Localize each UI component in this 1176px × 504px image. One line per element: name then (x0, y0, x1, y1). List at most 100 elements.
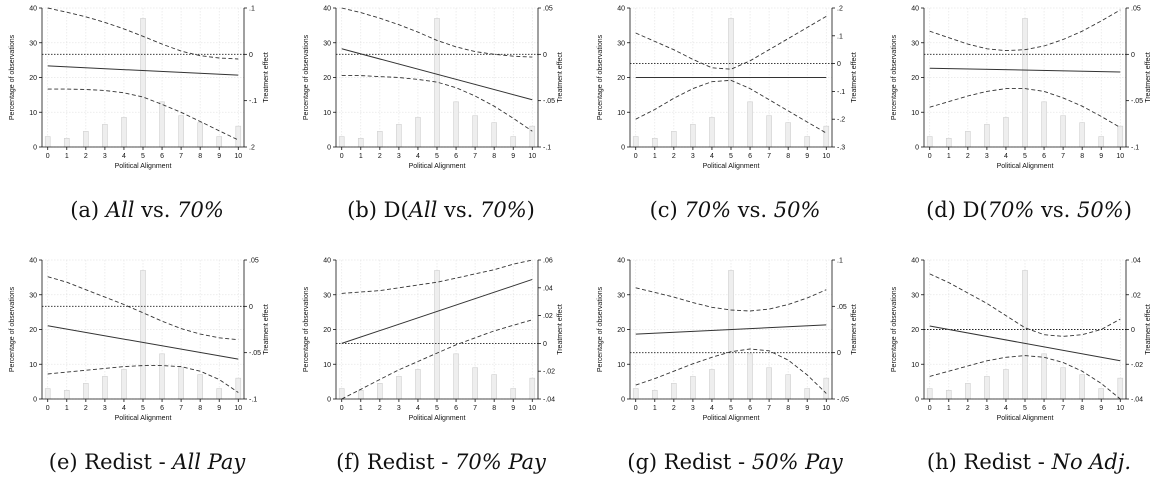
y2-tick-label: 0 (249, 52, 253, 59)
histogram-bar (338, 388, 345, 400)
x-tick-label: 9 (805, 153, 809, 160)
y-tick-label: 0 (327, 397, 331, 404)
chart-svg-d: 0 10 20 30 40 -.1 -.05 0 .05 0 1 2 3 4 5 6 7 8 9 10 Politica… (891, 6, 1152, 171)
histogram-bar (83, 383, 89, 400)
ci-upper-line (47, 276, 239, 341)
histogram-bar (1041, 353, 1047, 400)
chart-caption-h: (h) Redist - No Adj. (882, 450, 1176, 474)
x-tick-label: 4 (416, 405, 420, 412)
histogram-bar (785, 374, 791, 400)
x-tick-label: 8 (1080, 153, 1084, 160)
y2-tick-label: -.05 (1131, 98, 1143, 105)
y-axis-title: Percentage of observations (303, 286, 310, 372)
histogram-bar (747, 101, 753, 148)
y2-tick-label: 0 (837, 350, 841, 357)
x-tick-label: 6 (748, 405, 752, 412)
histogram-bar (671, 131, 677, 148)
x-tick-label: 1 (947, 153, 951, 160)
x-tick-label: 0 (634, 405, 638, 412)
x-tick-label: 0 (340, 405, 344, 412)
y-tick-label: 20 (29, 75, 37, 82)
y2-tick-label: 0 (543, 341, 547, 348)
estimate-line (929, 67, 1121, 73)
x-tick-label: 5 (435, 405, 439, 412)
x-tick-label: 10 (822, 405, 830, 412)
histogram-bar (1060, 367, 1066, 400)
y-tick-label: 0 (33, 397, 37, 404)
histogram-bar (377, 131, 383, 148)
histogram-bar (965, 131, 971, 148)
x-tick-label: 7 (767, 153, 771, 160)
y-tick-label: 10 (29, 110, 37, 117)
x-tick-label: 4 (710, 405, 714, 412)
x-tick-label: 3 (397, 405, 401, 412)
histogram-bar (766, 115, 772, 148)
caption-part: 70% (987, 198, 1035, 222)
y-tick-label: 30 (911, 292, 919, 299)
y2-tick-label: .05 (249, 258, 259, 265)
x-tick-label: 5 (1023, 153, 1027, 160)
y-tick-label: 0 (621, 397, 625, 404)
x-tick-label: 4 (122, 405, 126, 412)
histogram-bar (1003, 117, 1009, 148)
caption-prefix: (b) D( (347, 198, 409, 222)
y-tick-label: 30 (617, 292, 625, 299)
histogram-bar (178, 367, 184, 400)
chart-panel-c: 0 10 20 30 40 -.3 -.2 -.1 0 .1 .2 0 1 2 3 4 5 6 7 8 9 10 Polit… (588, 0, 882, 252)
histogram-bar (377, 383, 383, 400)
y-tick-label: 30 (323, 292, 331, 299)
caption-part: vs. (134, 198, 178, 222)
chart-svg-f: 0 10 20 30 40 -.04 -.02 0 .02 .04 .06 0 1 2 3 4 5 6 7 8 9 10 P… (303, 258, 564, 423)
chart-caption-b: (b) D(All vs. 70%) (294, 198, 588, 222)
y2-tick-label: -.05 (249, 350, 261, 357)
x-tick-label: 6 (160, 405, 164, 412)
histogram-bar (453, 353, 459, 400)
y2-tick-label: .2 (249, 145, 255, 152)
ci-lower-line (47, 88, 239, 141)
caption-part: 70% (177, 198, 224, 222)
caption-part: vs. (1034, 198, 1077, 222)
chart-panel-b: 0 10 20 30 40 -.1 -.05 0 .05 0 1 2 3 4 5 6 7 8 9 10 Politica… (294, 0, 588, 252)
histogram-bar (510, 388, 517, 400)
ci-upper-line (635, 15, 827, 70)
x-tick-label: 6 (454, 405, 458, 412)
y-tick-label: 10 (323, 110, 331, 117)
histogram-bar (357, 138, 364, 148)
histogram-bar (690, 376, 696, 400)
x-tick-label: 9 (511, 405, 515, 412)
x-tick-label: 7 (179, 405, 183, 412)
histogram-bar (415, 369, 421, 400)
y-axis-title: Percentage of observations (891, 34, 898, 120)
histogram-bar (415, 117, 421, 148)
histogram-bar (945, 390, 952, 400)
histogram-bar (926, 388, 933, 400)
histogram-bar (83, 131, 89, 148)
y-axis-title: Percentage of observations (597, 286, 604, 372)
x-tick-label: 8 (786, 405, 790, 412)
chart-svg-c: 0 10 20 30 40 -.3 -.2 -.1 0 .1 .2 0 1 2 3 4 5 6 7 8 9 10 Polit… (597, 6, 858, 171)
y-tick-label: 10 (617, 110, 625, 117)
histogram-bar (472, 367, 478, 400)
caption-prefix: (c) (649, 198, 685, 222)
x-tick-label: 2 (966, 405, 970, 412)
caption-part: 70% (684, 198, 732, 222)
x-tick-label: 7 (473, 405, 477, 412)
x-tick-label: 4 (1004, 153, 1008, 160)
ci-upper-line (929, 9, 1121, 52)
histogram-bar (747, 353, 753, 400)
estimate-line (341, 48, 533, 101)
histogram-bar (472, 115, 478, 148)
x-tick-label: 3 (691, 153, 695, 160)
ci-lower-line (929, 355, 1121, 400)
ci-upper-line (341, 7, 533, 58)
x-axis-title: Political Alignment (703, 163, 760, 170)
x-tick-label: 8 (786, 153, 790, 160)
histogram-bar (44, 388, 51, 400)
y-tick-label: 20 (617, 75, 625, 82)
chart-caption-d: (d) D(70% vs. 50%) (882, 198, 1176, 222)
y2-tick-label: -.1 (249, 98, 257, 105)
x-tick-label: 7 (179, 153, 183, 160)
histogram-bar (709, 117, 715, 148)
x-tick-label: 10 (822, 153, 830, 160)
histogram-bar (728, 18, 734, 148)
